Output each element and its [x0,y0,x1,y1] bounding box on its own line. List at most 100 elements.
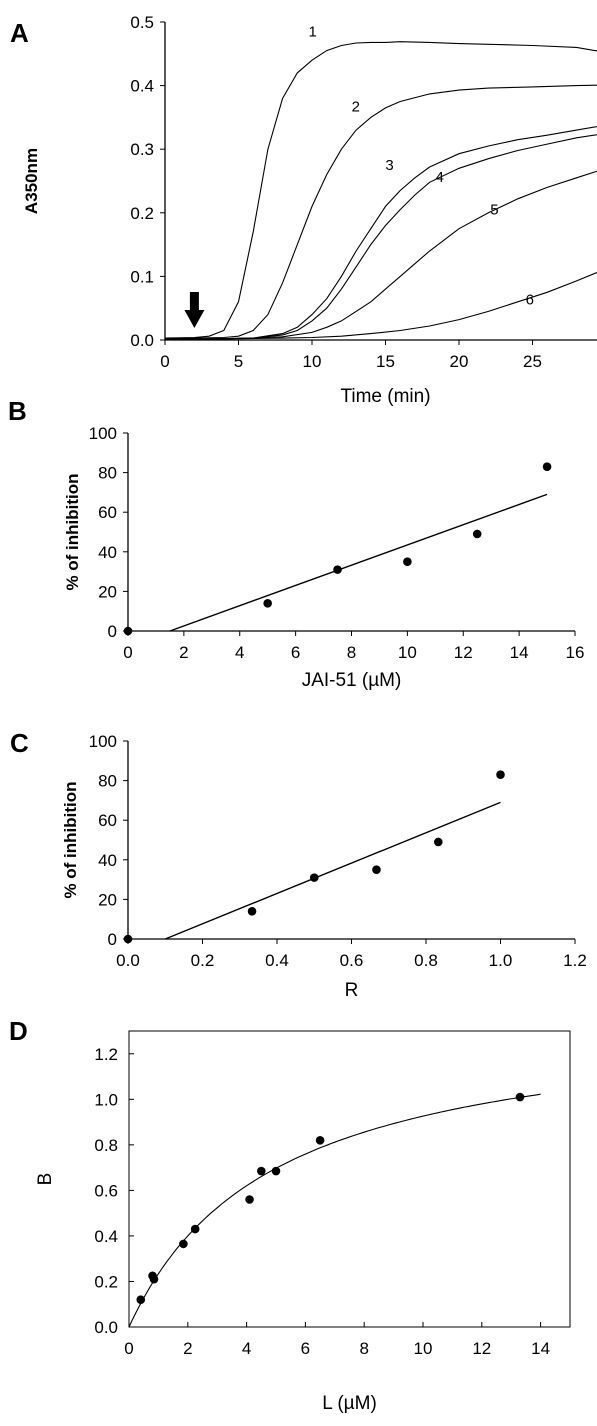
data-point [190,1224,200,1234]
x-tick-label: 0.4 [265,951,289,970]
x-tick-label: 14 [510,643,529,662]
chart-panel-c: C 0.0 0.2 0.4 0.6 0.8 1.0 1.2 0 20 40 60 80 100 R % of … [10,728,587,1001]
data-point [403,557,412,566]
x-tick-label: 16 [566,643,585,662]
x-axis-label: Time (min) [340,386,430,407]
y-axis-label: % of inhibition [63,473,82,590]
x-tick-label: 10 [398,643,417,662]
y-tick-label: 0.4 [130,77,154,96]
y-tick-label: 0.8 [94,1136,118,1155]
data-point [245,1195,254,1204]
series-line-4 [164,134,597,340]
x-tick-label: 0.6 [340,951,364,970]
data-point [123,934,133,944]
panel-letter: A [10,18,29,48]
panel-letter: C [10,728,29,758]
y-tick-label: 0.0 [130,331,154,350]
data-point [247,906,257,916]
data-point [496,770,505,779]
x-axis-label: JAI-51 (µM) [302,670,402,691]
data-point [257,1166,266,1176]
series-line-6 [164,271,597,340]
x-tick-label: 0 [160,352,169,371]
x-axis-label: R [345,980,359,1001]
x-tick-label: 1.2 [563,951,587,970]
y-tick-label: 1.2 [94,1045,118,1064]
series-line-5 [164,170,597,340]
y-axis-label: B [35,1173,56,1186]
y-tick-label: 0.2 [130,204,154,223]
x-tick-label: 8 [359,1339,368,1358]
chart-panel-d: D 0 2 4 6 8 10 12 14 0.0 0.2 0.4 0.6 0.8 1.0 1.2 L (µM) B [9,1016,571,1414]
data-point [542,462,552,471]
x-tick-label: 0 [124,1339,133,1358]
x-tick-label: 4 [235,643,244,662]
data-point [472,529,482,539]
y-tick-label: 0.5 [130,13,154,32]
data-point [263,598,272,608]
arrow-shaft [189,292,199,312]
y-tick-label: 0.2 [94,1272,118,1291]
data-point [433,837,443,847]
x-tick-label: 6 [291,643,300,662]
y-tick-label: 60 [98,811,117,830]
y-tick-label: 0.3 [130,140,154,159]
y-tick-label: 40 [98,851,117,870]
panel-letter: B [8,396,27,426]
x-tick-label: 5 [234,352,243,371]
data-point [123,626,133,636]
y-tick-label: 40 [98,543,117,562]
x-tick-label: 15 [376,352,395,371]
y-tick-label: 80 [98,772,117,791]
x-tick-label: 2 [183,1339,192,1358]
y-tick-label: 100 [89,732,117,751]
data-point [315,1135,325,1145]
panel-letter: D [9,1016,28,1046]
y-tick-label: 80 [98,464,117,483]
x-tick-label: 14 [531,1339,550,1358]
plot-frame [128,1030,571,1328]
series-label-4: 4 [435,169,443,186]
y-axis-label: % of inhibition [61,781,80,898]
data-point [372,865,381,874]
y-tick-label: 0.6 [94,1181,118,1200]
x-tick-label: 2 [179,643,188,662]
arrow-icon [184,292,205,328]
y-tick-label: 1.0 [94,1090,118,1109]
y-axis-label: A350nm [22,148,41,214]
fit-curve [128,1093,541,1328]
y-tick-label: 100 [89,424,117,443]
x-tick-label: 0.2 [191,951,215,970]
fit-line [169,493,548,632]
x-tick-label: 0 [123,643,132,662]
x-axis-label: L (µM) [322,1393,377,1414]
series-line-2 [164,84,597,340]
y-tick-label: 0.0 [94,1318,118,1337]
x-tick-label: 8 [347,643,356,662]
x-tick-label: 4 [242,1339,251,1358]
series-line-1 [164,41,597,339]
series-label-1: 1 [309,24,317,41]
x-tick-label: 0.8 [414,951,438,970]
arrow-head [184,310,205,328]
y-tick-label: 0.4 [94,1227,118,1246]
x-tick-label: 1.0 [489,951,513,970]
y-tick-label: 20 [98,890,117,909]
y-tick-label: 60 [98,503,117,522]
x-tick-label: 12 [472,1339,491,1358]
y-tick-label: 20 [98,582,117,601]
series-label-5: 5 [490,201,498,218]
data-point [136,1295,146,1304]
series-label-2: 2 [352,98,360,115]
y-tick-label: 0 [108,622,117,641]
x-tick-label: 25 [523,352,542,371]
y-tick-label: 0 [108,930,117,949]
x-tick-label: 6 [301,1339,310,1358]
y-tick-label: 0.1 [130,267,154,286]
series-label-6: 6 [526,292,534,309]
data-point [179,1239,188,1249]
fit-line [164,801,501,940]
series-line-3 [164,126,597,340]
